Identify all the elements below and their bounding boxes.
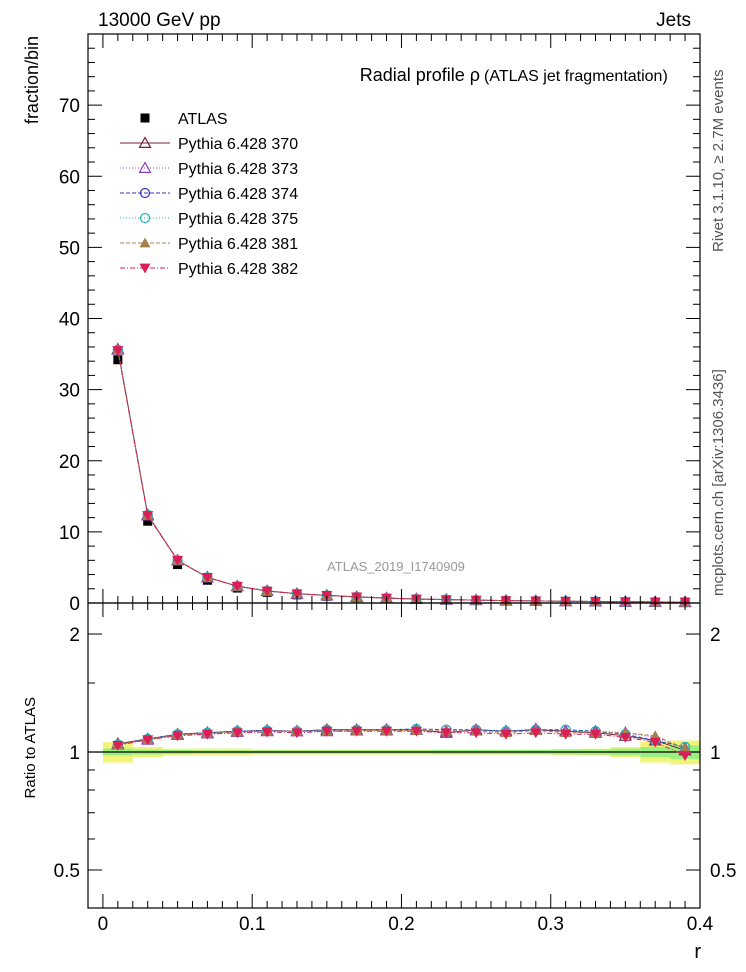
x-ticks: 0 0.1 0.2 0.3 0.4	[98, 34, 714, 935]
y-tick-label: 40	[59, 310, 80, 331]
ratio-series-group	[111, 722, 692, 761]
ratio-tick-label: 1	[69, 743, 80, 764]
ratio-point	[172, 731, 184, 742]
legend-label: Pythia 6.428 370	[178, 136, 298, 153]
ratio-point	[231, 728, 243, 739]
main-panel: Radial profile ρ (ATLAS jet fragmentatio…	[22, 36, 700, 615]
legend-label: ATLAS	[178, 111, 228, 128]
x-tick-label: 0.3	[538, 914, 564, 935]
ratio-uncertainty-band	[88, 740, 700, 765]
data-point	[143, 516, 153, 526]
analysis-watermark: ATLAS_2019_I1740909	[327, 559, 465, 574]
legend-marker	[138, 136, 152, 148]
ratio-point	[410, 726, 422, 737]
ratio-tick-label: 2	[69, 625, 80, 646]
data-point	[291, 589, 303, 600]
legend-marker	[138, 161, 152, 173]
legend-marker	[139, 212, 151, 224]
y-tick-label: 70	[59, 96, 80, 117]
ratio-point	[321, 726, 333, 737]
data-point	[261, 586, 273, 597]
y-tick-label: 10	[59, 523, 80, 544]
x-tick-label: 0	[98, 914, 109, 935]
ratio-panel: 0.5 0.5 1 1 2 2 Ratio to ATLAS r 0 0.1 0.2 0.3 0.…	[22, 34, 736, 963]
ratio-point	[201, 729, 213, 740]
ratio-point	[649, 737, 661, 748]
ratio-point	[381, 726, 393, 737]
ratio-series-2	[112, 723, 691, 753]
panel-frames	[87, 33, 701, 909]
ratio-tick-label-right: 0.5	[710, 861, 736, 882]
ratio-point	[261, 727, 273, 738]
y-tick-label: 50	[59, 238, 80, 259]
header-left: 13000 GeV pp	[98, 10, 221, 31]
legend-label: Pythia 6.428 373	[178, 161, 298, 178]
x-tick-label: 0.1	[239, 914, 265, 935]
data-point	[172, 555, 184, 566]
main-subtitle: (ATLAS jet fragmentation)	[484, 68, 668, 85]
ratio-line	[117, 728, 686, 748]
legend-entry: Pythia 6.428 370	[120, 136, 298, 153]
ratio-frame	[87, 602, 701, 909]
data-point	[112, 346, 124, 357]
mcplots-label: mcplots.cern.ch [arXiv:1306.3436]	[710, 369, 727, 596]
ratio-point	[112, 740, 124, 751]
main-title: Radial profile ρ	[360, 65, 480, 85]
x-tick-label: 0.4	[687, 914, 714, 935]
ratio-tick-label-right: 2	[710, 625, 721, 646]
ratio-series-3	[112, 723, 691, 753]
x-axis-label: r	[694, 941, 701, 963]
legend-label: Pythia 6.428 382	[178, 261, 298, 278]
y-tick-label: 30	[59, 381, 80, 402]
header-right: Jets	[656, 10, 691, 31]
legend-marker	[140, 113, 150, 123]
legend-entry: Pythia 6.428 381	[120, 236, 298, 253]
ratio-point	[291, 728, 303, 739]
legend-entry: Pythia 6.428 382	[120, 261, 298, 278]
y-tick-label: 0	[69, 594, 80, 615]
rivet-label: Rivet 3.1.10, ≥ 2.7M events	[710, 70, 727, 253]
data-point	[142, 511, 154, 522]
data-point	[201, 572, 213, 583]
ratio-point	[530, 728, 542, 739]
ratio-point	[351, 726, 363, 737]
ratio-y-axis-label: Ratio to ATLAS	[22, 697, 39, 798]
ratio-point	[679, 751, 691, 761]
legend-label: Pythia 6.428 374	[178, 186, 298, 203]
ratio-point	[590, 729, 602, 740]
legend-marker	[139, 237, 151, 248]
ratio-tick-label: 0.5	[54, 861, 80, 882]
ratio-point	[470, 728, 482, 739]
ratio-point	[440, 728, 452, 739]
legend-entry: Pythia 6.428 373	[120, 161, 298, 178]
legend-entry: ATLAS	[140, 111, 228, 128]
ratio-series-1	[111, 722, 692, 754]
data-point	[321, 590, 333, 601]
ratio-series-5	[112, 726, 691, 761]
legend-label: Pythia 6.428 375	[178, 211, 298, 228]
data-point	[231, 581, 243, 592]
main-y-axis-label: fraction/bin	[22, 36, 42, 124]
ratio-y-ticks: 0.5 0.5 1 1 2 2	[54, 625, 737, 882]
ratio-line	[117, 729, 686, 750]
ratio-tick-label-right: 1	[710, 743, 721, 764]
legend-entry: Pythia 6.428 374	[120, 186, 298, 203]
legend-marker	[139, 263, 151, 274]
y-tick-label: 60	[59, 167, 80, 188]
x-tick-label: 0.2	[388, 914, 414, 935]
legend: ATLAS Pythia 6.428 370 Pythia 6.428 373 Pyt…	[120, 111, 298, 278]
y-tick-label: 20	[59, 452, 80, 473]
ratio-point	[619, 732, 631, 743]
legend-entry: Pythia 6.428 375	[120, 211, 298, 228]
ratio-point	[500, 729, 512, 740]
ratio-point	[142, 735, 154, 746]
legend-label: Pythia 6.428 381	[178, 236, 298, 253]
ratio-point	[560, 729, 572, 740]
data-point	[113, 355, 123, 365]
ratio-point	[679, 743, 691, 754]
main-y-ticks: 0 10 20 30 40 50 60 70	[59, 47, 700, 615]
legend-marker	[139, 187, 151, 199]
ratio-line	[117, 730, 686, 756]
